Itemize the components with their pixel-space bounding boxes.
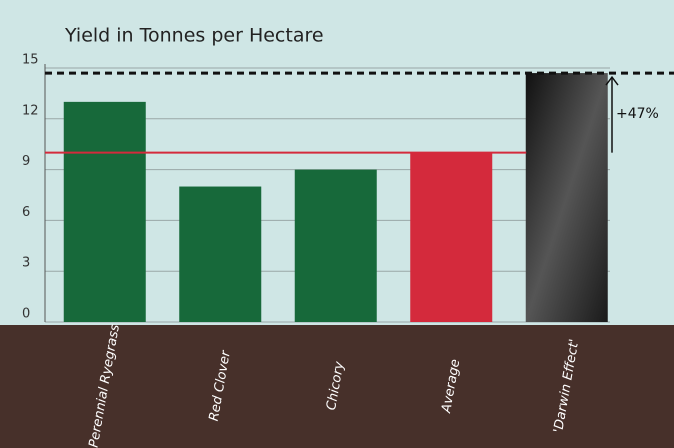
bar xyxy=(179,187,261,322)
y-tick-label: 0 xyxy=(22,307,30,322)
page: Yield in Tonnes per Hectare 03691215Pere… xyxy=(0,0,674,448)
y-tick-label: 12 xyxy=(22,103,39,118)
y-tick-label: 6 xyxy=(22,205,30,220)
y-tick-label: 9 xyxy=(22,154,30,169)
annotation: +47% xyxy=(616,106,659,122)
bar xyxy=(410,153,492,322)
bar xyxy=(295,170,377,322)
bar xyxy=(64,102,146,322)
y-tick-label: 3 xyxy=(22,256,30,271)
y-tick-label: 15 xyxy=(22,53,39,68)
chart-title: Yield in Tonnes per Hectare xyxy=(64,25,324,47)
chart: Yield in Tonnes per Hectare 03691215Pere… xyxy=(0,0,674,448)
bar xyxy=(526,73,608,322)
